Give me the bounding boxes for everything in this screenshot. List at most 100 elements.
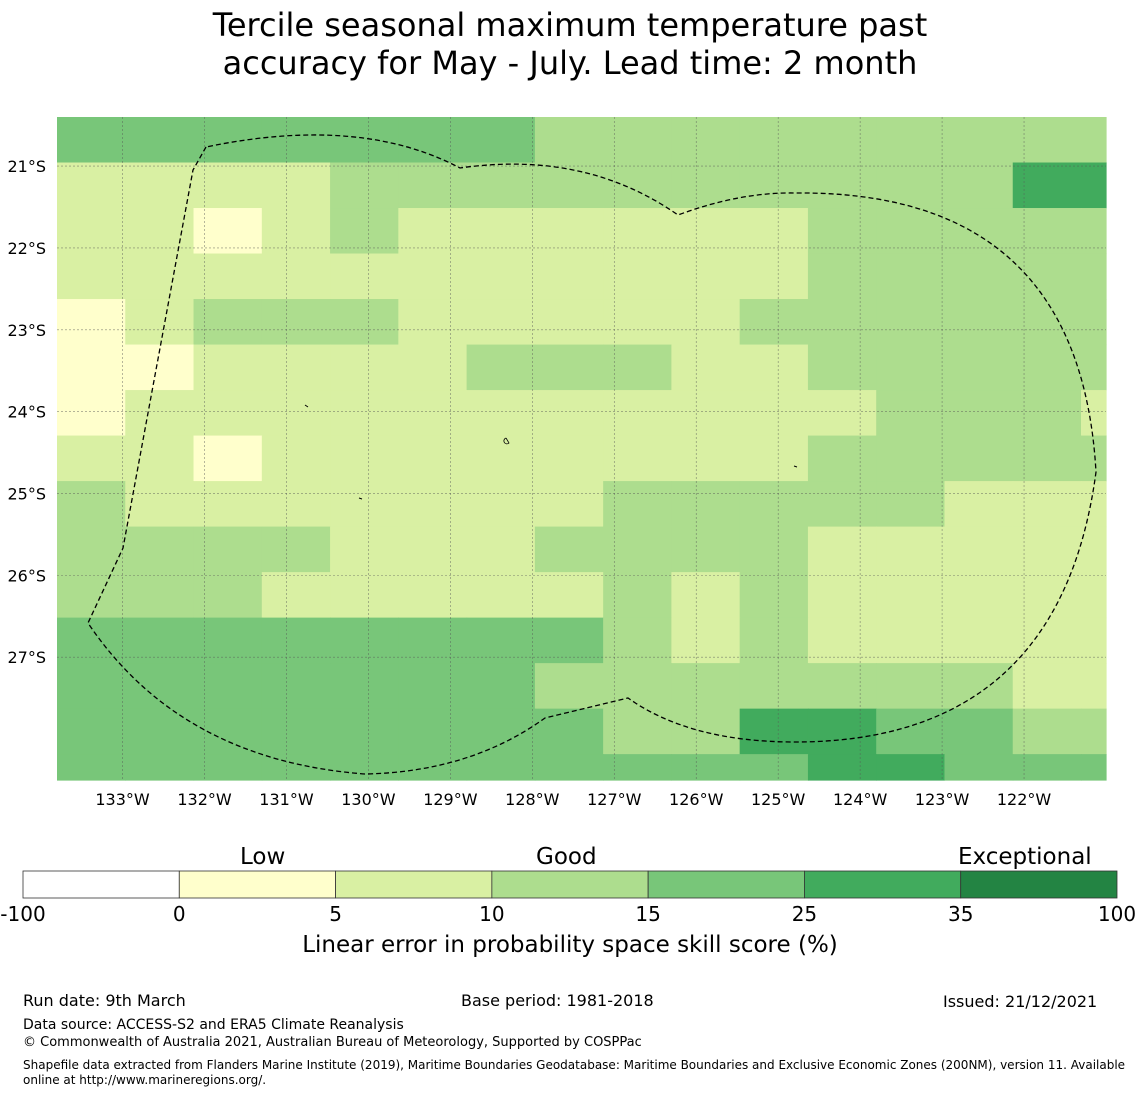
grid-cell <box>57 663 126 710</box>
grid-cell <box>261 117 331 164</box>
grid-cell <box>466 572 536 619</box>
grid-cell <box>193 617 263 664</box>
latitude-label: 24°S <box>7 403 46 422</box>
grid-cell <box>603 390 673 437</box>
grid-cell <box>534 344 604 391</box>
grid-cell <box>944 617 1014 664</box>
grid-cell <box>534 208 604 255</box>
grid-cell <box>57 253 126 300</box>
longitude-label: 132°W <box>177 790 232 809</box>
grid-cell <box>1012 708 1082 755</box>
longitude-label: 129°W <box>423 790 478 809</box>
grid-cell <box>1081 208 1107 255</box>
grid-cell <box>807 663 877 710</box>
grid-cell <box>807 617 877 664</box>
grid-cell <box>1012 117 1082 164</box>
grid-cell <box>330 253 399 300</box>
grid-cell <box>671 435 741 482</box>
grid-cell <box>534 708 604 755</box>
grid-cell <box>398 481 468 528</box>
grid-cell <box>671 344 741 391</box>
grid-cell <box>330 663 399 710</box>
grid-cell <box>671 117 741 164</box>
grid-cell <box>876 708 946 755</box>
grid-cell <box>261 299 331 346</box>
longitude-label: 124°W <box>833 790 888 809</box>
grid-cell <box>330 390 399 437</box>
grid-cell <box>534 253 604 300</box>
grid-cell <box>261 617 331 664</box>
grid-cell <box>193 208 263 255</box>
issued-date: Issued: 21/12/2021 <box>943 992 1098 1011</box>
latitude-label: 21°S <box>7 157 46 176</box>
skill-score-map: 133°W 132°W 131°W 130°W 129°W 128°W 127°W 126°W… <box>7 117 1107 809</box>
grid-cell <box>876 663 946 710</box>
grid-cell <box>876 162 946 209</box>
grid-cell <box>330 162 399 209</box>
legend-category-exceptional: Exceptional <box>958 844 1092 870</box>
grid-cell <box>261 572 331 619</box>
grid-cell <box>807 481 877 528</box>
grid-cell <box>193 390 263 437</box>
grid-cell <box>57 208 126 255</box>
latitude-label: 22°S <box>7 239 46 258</box>
grid-cell <box>534 117 604 164</box>
grid-cell <box>466 481 536 528</box>
shapefile-credit-line-1: Shapefile data extracted from Flanders M… <box>23 1058 1126 1072</box>
grid-cell <box>466 526 536 573</box>
grid-cell <box>125 617 195 664</box>
grid-cell <box>603 526 673 573</box>
colorbar-box <box>647 870 805 899</box>
grid-cell <box>193 481 263 528</box>
grid-cell <box>193 526 263 573</box>
grid-cell <box>739 253 809 300</box>
grid-cell <box>1081 117 1107 164</box>
grid-cell <box>57 117 126 164</box>
copyright: © Commonwealth of Australia 2021, Austra… <box>23 1035 642 1050</box>
grid-cell <box>1081 253 1107 300</box>
title-line-2: accuracy for May - July. Lead time: 2 mo… <box>222 44 918 82</box>
grid-cell <box>739 390 809 437</box>
grid-cell <box>193 435 263 482</box>
grid-cell <box>603 299 673 346</box>
grid-cell <box>739 526 809 573</box>
latitude-label: 25°S <box>7 485 46 504</box>
grid-cell <box>57 344 126 391</box>
grid-cell <box>603 708 673 755</box>
grid-cell <box>671 708 741 755</box>
grid-cell <box>671 754 741 781</box>
grid-cell <box>807 253 877 300</box>
grid-cell <box>193 663 263 710</box>
grid-cell <box>603 162 673 209</box>
grid-cell <box>603 435 673 482</box>
grid-cell <box>1012 754 1082 781</box>
grid-cell <box>534 754 604 781</box>
grid-cell <box>944 344 1014 391</box>
grid-cell <box>739 481 809 528</box>
grid-cell <box>603 617 673 664</box>
grid-cell <box>1012 299 1082 346</box>
grid-cell <box>125 708 195 755</box>
grid-cell <box>261 663 331 710</box>
island-marks <box>304 404 798 500</box>
grid-cell <box>125 299 195 346</box>
grid-cell <box>739 754 809 781</box>
grid-cell <box>125 572 195 619</box>
grid-cell <box>739 663 809 710</box>
latitude-label: 27°S <box>7 648 46 667</box>
grid-cell <box>876 481 946 528</box>
grid-cell <box>466 299 536 346</box>
grid-cell <box>398 299 468 346</box>
colorbar-box <box>804 870 962 899</box>
grid-cell <box>807 299 877 346</box>
grid-cell <box>466 117 536 164</box>
grid-cell <box>603 117 673 164</box>
grid-cell <box>807 208 877 255</box>
grid-cell <box>466 435 536 482</box>
legend-category-good: Good <box>536 844 597 870</box>
grid-cell <box>57 572 126 619</box>
grid-cell <box>944 754 1014 781</box>
grid-cell <box>739 344 809 391</box>
longitude-label: 127°W <box>587 790 642 809</box>
grid-cell <box>1012 344 1082 391</box>
